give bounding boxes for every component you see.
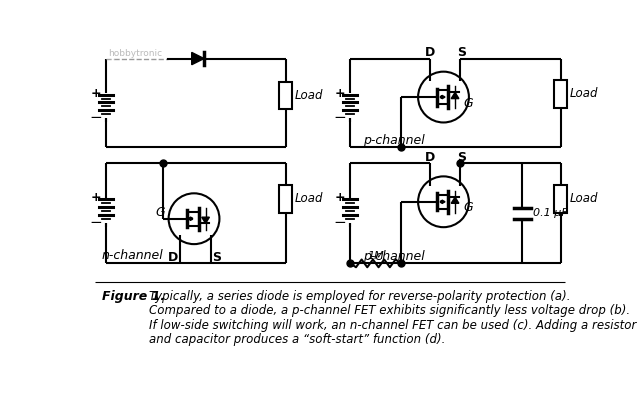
Text: Typically, a series diode is employed for reverse-polarity protection (a).: Typically, a series diode is employed fo… [149,290,571,302]
Text: D: D [424,46,435,59]
Text: hobbytronic: hobbytronic [108,48,163,58]
Text: −: − [333,110,346,125]
Text: n-channel: n-channel [102,249,163,262]
Text: S: S [458,46,467,59]
Text: Load: Load [295,89,323,102]
Text: p-channel: p-channel [363,250,424,263]
Text: 0.1 µF: 0.1 µF [533,208,568,218]
Text: D: D [168,251,179,264]
Text: +: + [90,87,100,100]
Bar [280,82,292,109]
Text: +: + [334,87,345,100]
Text: +: + [90,192,100,204]
Text: p-channel: p-channel [363,134,424,147]
FancyArrow shape [188,217,193,220]
Text: S: S [212,251,221,264]
Bar [554,185,566,212]
Text: −: − [89,110,102,125]
Text: Load: Load [295,192,323,205]
Bar [280,185,292,212]
Text: and capacitor produces a “soft-start” function (d).: and capacitor produces a “soft-start” fu… [149,333,445,346]
Text: If low-side switching will work, an n-channel FET can be used (c). Adding a resi: If low-side switching will work, an n-ch… [149,319,637,332]
Text: −: − [89,215,102,230]
Text: Load: Load [570,88,598,100]
Text: Figure 1.: Figure 1. [102,290,164,302]
Text: G: G [156,206,166,219]
Text: Compared to a diode, a p-channel FET exhibits significantly less voltage drop (b: Compared to a diode, a p-channel FET exh… [149,304,630,317]
Text: 1M: 1M [367,252,384,261]
Polygon shape [451,197,459,203]
Polygon shape [451,92,459,99]
Polygon shape [202,217,209,223]
Text: G: G [463,97,473,110]
Text: D: D [424,150,435,164]
Text: G: G [463,201,473,215]
Text: Load: Load [570,192,598,205]
Bar [554,80,566,108]
Text: +: + [334,192,345,204]
FancyArrow shape [440,95,445,99]
Text: −: − [333,215,346,230]
FancyArrow shape [440,200,445,203]
Polygon shape [192,52,204,65]
Text: S: S [458,150,467,164]
